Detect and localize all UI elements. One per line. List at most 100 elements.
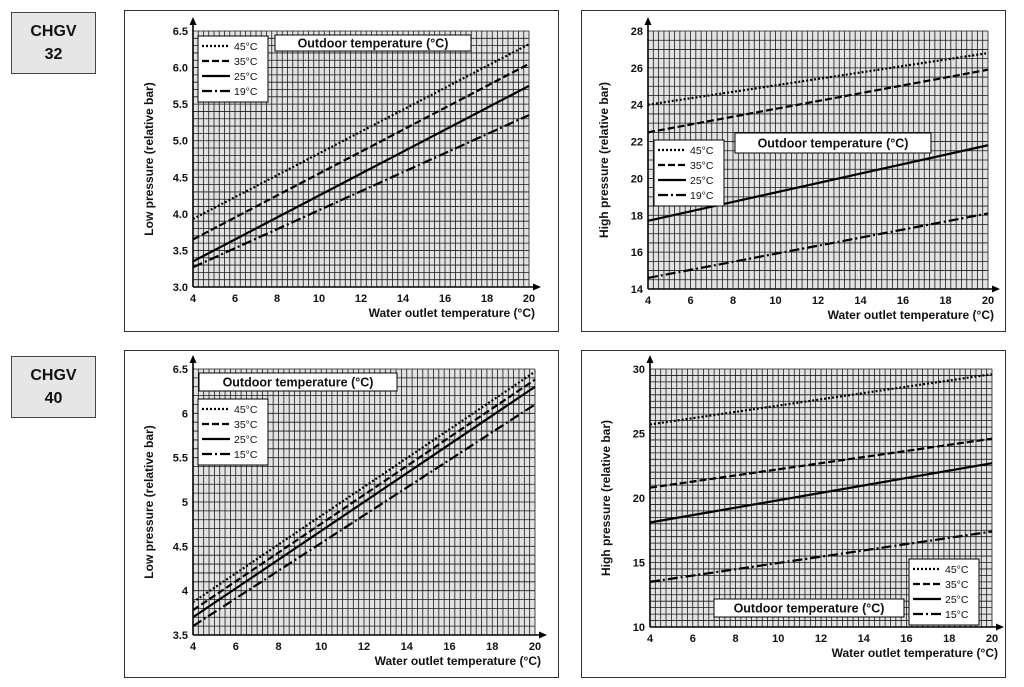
legend-title: Outdoor temperature (°C) [298,37,449,51]
y-axis-label: High pressure (relative bar) [597,82,611,238]
legend-entry-label: 19°C [234,86,258,98]
legend-entry-label: 25°C [945,594,969,606]
y-axis-arrow-icon [189,17,197,25]
y-tick-label: 10 [633,622,645,634]
model-label-line2: 32 [44,46,63,63]
x-axis-arrow-icon [539,631,547,639]
x-tick-label: 20 [986,633,998,645]
y-axis-label: Low pressure (relative bar) [142,425,156,578]
legend-entry-label: 25°C [234,71,258,83]
x-tick-label: 18 [939,295,951,307]
x-tick-label: 20 [529,641,541,653]
y-axis-label: High pressure (relative bar) [599,420,613,576]
model-label-line1: CHGV [30,22,77,40]
x-tick-label: 10 [772,633,784,645]
x-tick-label: 16 [897,295,909,307]
y-tick-label: 4 [182,586,189,598]
x-tick-label: 6 [233,641,239,653]
legend-title: Outdoor temperature (°C) [758,137,909,151]
series-line [647,52,989,106]
x-tick-label: 12 [358,641,370,653]
chart-panel-high-pressure-chgv40: 4 6 8 10 12 14 16 18 20 10 15 20 25 30 Water outlet te… [581,350,1006,678]
y-axis-label: Low pressure (relative bar) [142,82,156,235]
model-label-line1: CHGV [30,366,77,384]
series-line [192,84,530,263]
y-tick-label: 20 [631,173,643,185]
x-tick-label: 18 [943,633,955,645]
model-label-chgv40: CHGV 40 [11,356,96,418]
x-axis-label: Water outlet temperature (°C) [828,308,994,322]
x-tick-label: 20 [523,293,535,305]
y-tick-label: 4.5 [173,541,188,553]
x-tick-label: 14 [858,633,871,645]
y-axis-arrow-icon [646,355,654,363]
legend-title: Outdoor temperature (°C) [223,376,374,390]
legend-entry-label: 35°C [690,160,714,172]
legend-entry-label: 15°C [234,449,258,461]
y-tick-label: 6 [182,408,188,420]
x-axis-arrow-icon [533,283,541,291]
grid [649,368,993,628]
legend-box [653,139,725,207]
x-tick-label: 6 [687,295,693,307]
y-tick-label: 5 [182,497,188,509]
series-line [192,385,536,619]
series-line [649,437,993,489]
legend-entry-label: 19°C [690,190,714,202]
x-tick-label: 4 [190,641,197,653]
x-tick-label: 6 [232,293,238,305]
legend-entry-label: 25°C [690,175,714,187]
series-line [192,378,536,612]
y-tick-label: 18 [631,210,643,222]
y-tick-label: 22 [631,137,643,149]
chart-panel-low-pressure-chgv40: 4 6 8 10 12 14 16 18 20 3.5 4 4.5 5 5.5 6 6.5 Water outl… [124,350,559,678]
y-tick-label: 6.0 [173,63,188,75]
x-tick-label: 8 [275,641,281,653]
y-tick-label: 4.5 [173,172,188,184]
y-tick-label: 14 [631,284,644,296]
model-label-line2: 40 [44,390,63,407]
x-tick-label: 14 [397,293,410,305]
y-tick-label: 26 [631,63,643,75]
y-tick-label: 25 [633,429,645,441]
x-axis-arrow-icon [992,285,1000,293]
y-tick-label: 3.5 [173,630,188,642]
x-tick-label: 20 [982,295,994,307]
legend-title: Outdoor temperature (°C) [734,602,885,616]
y-axis-arrow-icon [644,17,652,25]
y-tick-label: 5.0 [173,136,188,148]
legend-entry-label: 35°C [234,56,258,68]
chart-low-pressure-chgv32: 4 6 8 10 12 14 16 18 20 3.0 3.5 4.0 4.5 5.0 5.5 6.0 6.5 W… [142,17,541,320]
x-tick-label: 8 [732,633,738,645]
y-tick-label: 30 [633,364,645,376]
y-tick-label: 24 [631,100,644,112]
y-tick-label: 16 [631,247,643,259]
series-line [192,62,530,241]
y-tick-label: 3.0 [173,282,188,294]
x-tick-label: 4 [647,633,654,645]
x-tick-label: 6 [690,633,696,645]
legend-entry-label: 15°C [945,609,969,621]
x-tick-label: 16 [439,293,451,305]
legend-title-box [198,372,398,392]
legend-entry-label: 35°C [945,579,969,591]
legend-entry-label: 25°C [234,434,258,446]
legend-box [197,398,269,466]
y-tick-label: 20 [633,493,645,505]
y-tick-label: 6.5 [173,364,188,376]
chart-high-pressure-chgv32: 4 6 8 10 12 14 16 18 20 14 16 18 20 22 24 26 28 Water out… [597,17,1000,322]
chart-high-pressure-chgv40: 4 6 8 10 12 14 16 18 20 10 15 20 25 30 Water outlet te… [599,355,1004,660]
x-tick-label: 14 [854,295,867,307]
series-line [647,68,989,134]
chart-panel-high-pressure-chgv32: 4 6 8 10 12 14 16 18 20 14 16 18 20 22 24 26 28 Water out… [581,10,1006,332]
x-tick-label: 8 [274,293,280,305]
x-tick-label: 10 [769,295,781,307]
series-line [192,370,536,604]
series-line [192,43,530,220]
x-tick-label: 10 [313,293,325,305]
x-axis-arrow-icon [996,623,1004,631]
x-axis-label: Water outlet temperature (°C) [375,654,541,668]
y-tick-label: 3.5 [173,245,188,257]
series-line [192,114,530,269]
y-tick-label: 5.5 [173,99,188,111]
